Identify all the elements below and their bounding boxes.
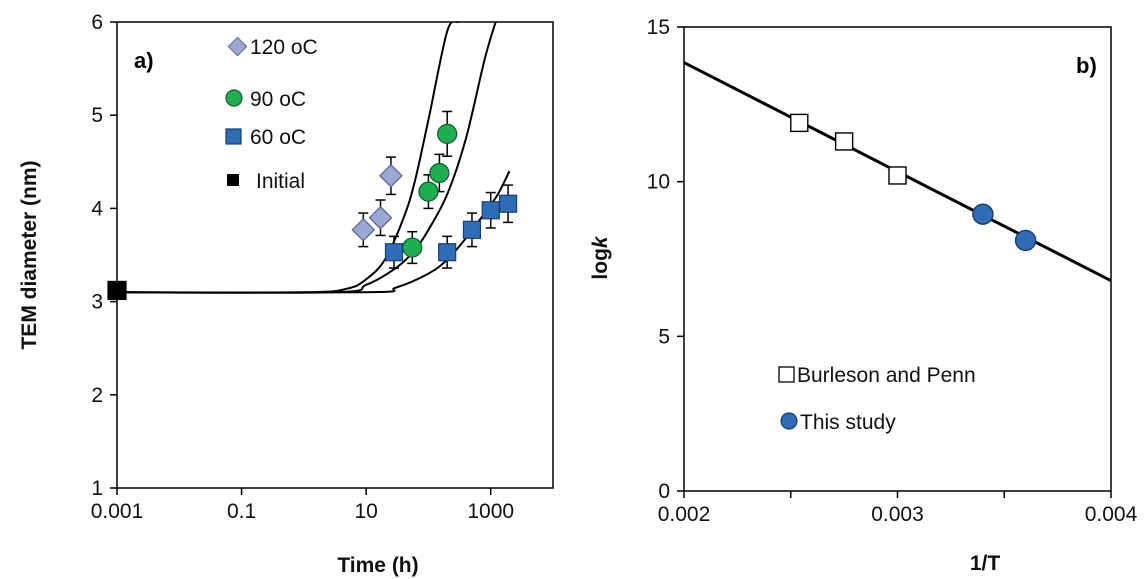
panel-a-x-tick-label: 1000: [467, 500, 514, 523]
panel-b-x-axis-title: 1/T: [970, 552, 1001, 575]
panel-b-x-tick-label: 0.004: [1085, 503, 1138, 526]
data-point-90-oc: [402, 237, 423, 258]
panel-b-y-axis-k: k: [589, 235, 612, 248]
data-point-60-oc: [438, 243, 457, 262]
panel-a-x-tick-label: 0.001: [91, 500, 144, 523]
legend-90-label: 90 oC: [250, 88, 306, 111]
data-point-burleson-and-penn: [790, 113, 809, 133]
panel-a-x-tick-label: 0.1: [227, 500, 256, 523]
panel-a-chart: 0.001 0.1 10 1000 1 2 3 4 5 6 a) 120 oC 90 oC 60 …: [18, 11, 554, 577]
panel-a-y-tick-label: 1: [91, 477, 103, 500]
legend-circle-icon: [225, 89, 243, 107]
panel-b-ticks: 0.002 0.003 0.004 0 5 10 15: [647, 16, 1138, 526]
panel-a-y-tick-label: 4: [91, 197, 103, 220]
panel-b-x-tick-label: 0.002: [658, 503, 711, 526]
legend-120-label: 120 oC: [250, 36, 318, 59]
panel-b-y-tick-label: 10: [647, 171, 670, 194]
panel-a-ticks: 0.001 0.1 10 1000 1 2 3 4 5 6: [91, 11, 514, 523]
legend-this-study-label: This study: [800, 411, 896, 434]
legend-open-square-icon: [778, 366, 795, 383]
legend-initial-square-icon: [227, 174, 239, 186]
panel-a-y-tick-label: 6: [91, 11, 103, 34]
panel-b-legend: Burleson and Penn This study: [778, 364, 976, 434]
panel-a-plot-frame: [116, 21, 554, 489]
panel-a-data-points: [107, 123, 518, 301]
panel-b-label: b): [1076, 53, 1097, 78]
panel-b-y-axis-title: logk: [589, 235, 612, 280]
legend-blue-circle-icon: [780, 412, 798, 430]
data-point-this-study: [1014, 229, 1037, 252]
data-point-120-oc: [368, 205, 393, 230]
data-point-120-oc: [379, 163, 403, 188]
panel-a-y-axis-title: TEM diameter (nm): [18, 160, 41, 349]
panel-b-chart: 0.002 0.003 0.004 0 5 10 15 b) Burleson and Pe…: [589, 16, 1138, 575]
panel-b-y-tick-label: 0: [658, 480, 670, 503]
panel-a-y-tick-label: 2: [91, 384, 103, 407]
data-point-this-study: [972, 203, 994, 225]
data-point-60-oc: [498, 194, 518, 213]
panel-b-y-tick-label: 15: [647, 16, 670, 39]
panel-b-x-tick-label: 0.003: [871, 503, 924, 526]
legend-diamond-icon: [227, 36, 248, 57]
data-point-burleson-and-penn: [834, 132, 854, 151]
panel-a-x-axis-title: Time (h): [337, 554, 418, 577]
panel-b-y-axis-log: log: [589, 248, 612, 280]
panel-a-x-tick-label: 10: [354, 500, 377, 523]
legend-burleson-label: Burleson and Penn: [797, 364, 976, 387]
data-point-60-oc: [481, 201, 500, 220]
data-point-60-oc: [384, 243, 404, 262]
data-point-burleson-and-penn: [888, 166, 907, 185]
panel-b-y-tick-label: 5: [658, 325, 670, 348]
data-point-90-oc: [429, 162, 450, 184]
data-point-90-oc: [418, 181, 439, 202]
panel-a-legend: 120 oC 90 oC 60 oC Initial: [225, 36, 318, 193]
panel-a-y-tick-label: 5: [91, 104, 103, 127]
data-point-90-oc: [437, 123, 458, 144]
legend-initial-label: Initial: [256, 170, 305, 193]
legend-60-label: 60 oC: [250, 126, 306, 149]
data-point-60-oc: [462, 220, 482, 239]
fit-curve-60-oc: [117, 170, 511, 294]
legend-square-icon: [225, 128, 242, 145]
data-point-120-oc: [351, 217, 376, 242]
panel-b-data-points: [790, 113, 1037, 252]
panel-a-label: a): [134, 48, 154, 73]
panel-a-y-tick-label: 3: [91, 291, 103, 314]
